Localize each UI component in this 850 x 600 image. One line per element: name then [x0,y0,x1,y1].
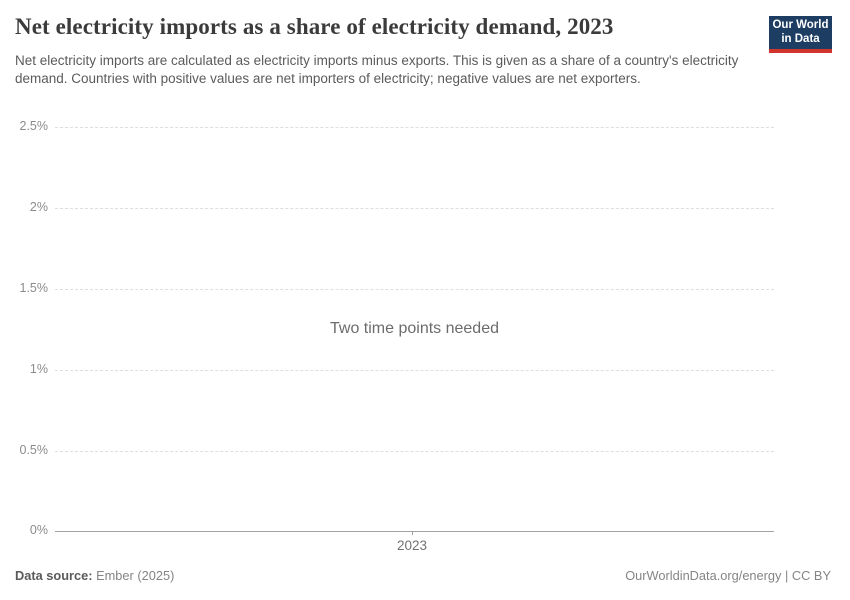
y-axis-tick-label: 0.5% [19,443,49,457]
gridline [55,370,774,371]
data-source-label: Data source: [15,568,93,583]
owid-logo-text-line2: in Data [781,32,820,45]
empty-state-message: Two time points needed [330,320,499,337]
x-axis-line [55,531,774,532]
data-source: Data source: Ember (2025) [15,568,174,583]
chart-subtitle: Net electricity imports are calculated a… [15,53,739,86]
y-axis-tick-label: 1% [29,362,48,376]
gridline [55,289,774,290]
chart-footer: Data source: Ember (2025) OurWorldinData… [15,568,831,583]
y-axis-tick-label: 1.5% [19,281,49,295]
owid-logo-text-line1: Our World [772,19,829,31]
y-axis-tick-label: 2.5% [19,119,49,133]
x-axis-tick-label: 2023 [396,538,428,553]
footer-credit-link[interactable]: OurWorldinData.org/energy | CC BY [625,568,831,583]
owid-logo[interactable]: Our World in Data [769,16,832,53]
gridline [55,451,774,452]
gridline [55,208,774,209]
chart-title: Net electricity imports as a share of el… [15,14,614,39]
data-source-value: Ember (2025) [96,568,175,583]
gridline [55,127,774,128]
x-axis-tick-mark [412,531,413,535]
y-axis-tick-label: 0% [29,523,48,537]
y-axis-tick-label: 2% [29,200,48,214]
